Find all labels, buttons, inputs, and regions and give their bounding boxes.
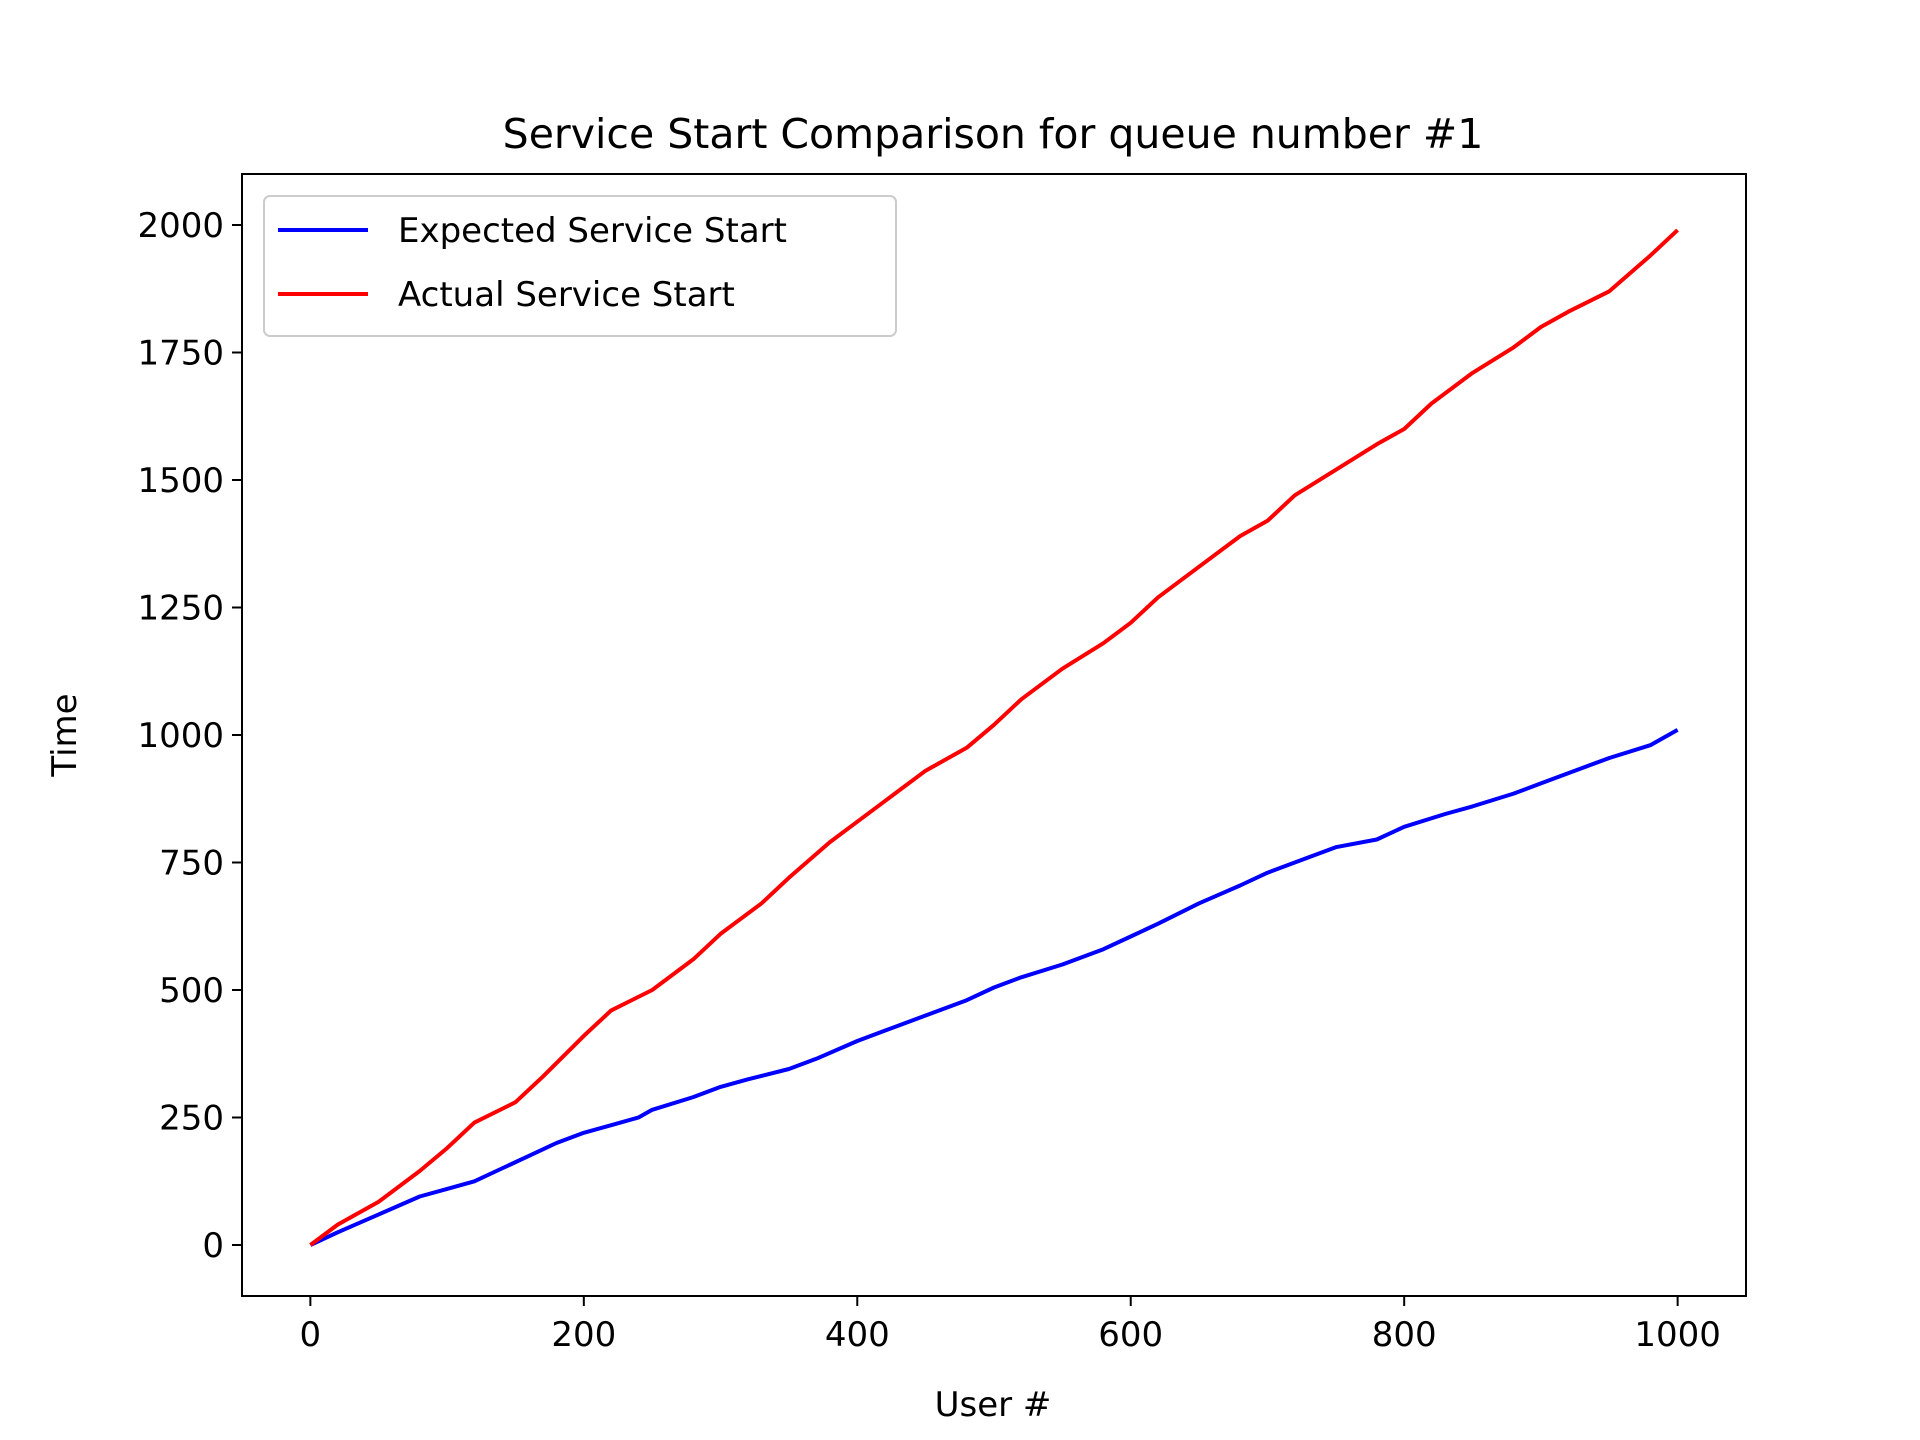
y-tick-label: 1000 [137, 716, 224, 756]
legend: Expected Service Start Actual Service St… [263, 195, 897, 337]
x-axis: 0 200 400 600 800 1000 [300, 1296, 1721, 1355]
y-tick-label: 250 [159, 1099, 224, 1139]
x-tick-label: 0 [300, 1315, 322, 1355]
series-line-actual [309, 228, 1679, 1247]
y-tick-label: 0 [202, 1226, 224, 1266]
y-tick-label: 1750 [137, 334, 224, 374]
legend-label-expected: Expected Service Start [398, 211, 787, 251]
x-tick-label: 1000 [1634, 1315, 1721, 1355]
chart-title: Service Start Comparison for queue numbe… [503, 110, 1484, 158]
x-tick-label: 800 [1372, 1315, 1437, 1355]
y-axis: 0 250 500 750 1000 1250 1500 1750 2000 [137, 206, 242, 1266]
x-tick-label: 400 [825, 1315, 890, 1355]
y-tick-label: 500 [159, 971, 224, 1011]
y-axis-label: Time [45, 693, 85, 777]
legend-box [263, 195, 897, 337]
legend-label-actual: Actual Service Start [398, 275, 735, 315]
series-line-expected [309, 728, 1679, 1247]
x-tick-label: 200 [551, 1315, 616, 1355]
y-tick-label: 1250 [137, 589, 224, 629]
y-tick-label: 750 [159, 844, 224, 884]
plot-series-group [309, 228, 1679, 1247]
x-axis-label: User # [935, 1385, 1052, 1425]
x-tick-label: 600 [1098, 1315, 1163, 1355]
y-tick-label: 1500 [137, 461, 224, 501]
y-tick-label: 2000 [137, 206, 224, 246]
